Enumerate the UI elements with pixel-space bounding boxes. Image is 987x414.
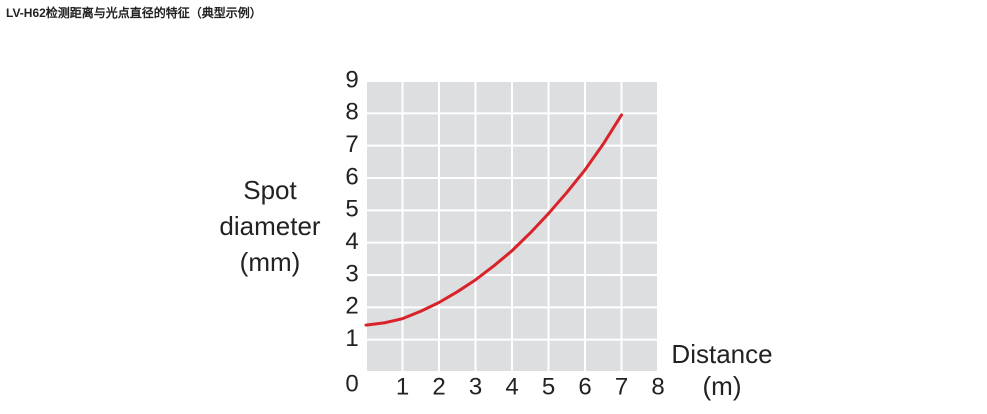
y-tick-label: 5 bbox=[345, 196, 358, 223]
y-tick-label: 8 bbox=[345, 99, 358, 126]
x-tick-label: 7 bbox=[615, 373, 628, 400]
x-tick-label: 3 bbox=[469, 373, 482, 400]
y-axis-label: diameter bbox=[219, 211, 320, 241]
x-axis-label: (m) bbox=[703, 371, 742, 401]
x-axis-label: Distance bbox=[671, 339, 772, 369]
data-line bbox=[364, 113, 623, 327]
x-tick-label: 5 bbox=[542, 373, 555, 400]
y-tick-label: 9 bbox=[345, 66, 358, 93]
y-tick-label: 0 bbox=[345, 370, 358, 397]
y-tick-label: 7 bbox=[345, 131, 358, 158]
x-tick-label: 1 bbox=[396, 373, 409, 400]
y-tick-label: 3 bbox=[345, 260, 358, 287]
y-axis-label: (mm) bbox=[240, 247, 301, 277]
y-tick-label: 2 bbox=[345, 293, 358, 320]
x-tick-label: 8 bbox=[651, 373, 664, 400]
x-tick-label: 4 bbox=[505, 373, 518, 400]
x-tick-label: 2 bbox=[432, 373, 445, 400]
y-tick-label: 6 bbox=[345, 163, 358, 190]
y-tick-label: 4 bbox=[345, 228, 358, 255]
x-tick-label: 6 bbox=[578, 373, 591, 400]
chart-title: LV-H62检测距离与光点直径的特征（典型示例） bbox=[6, 5, 262, 20]
y-axis-label: Spot bbox=[243, 175, 297, 205]
y-tick-label: 1 bbox=[345, 325, 358, 352]
